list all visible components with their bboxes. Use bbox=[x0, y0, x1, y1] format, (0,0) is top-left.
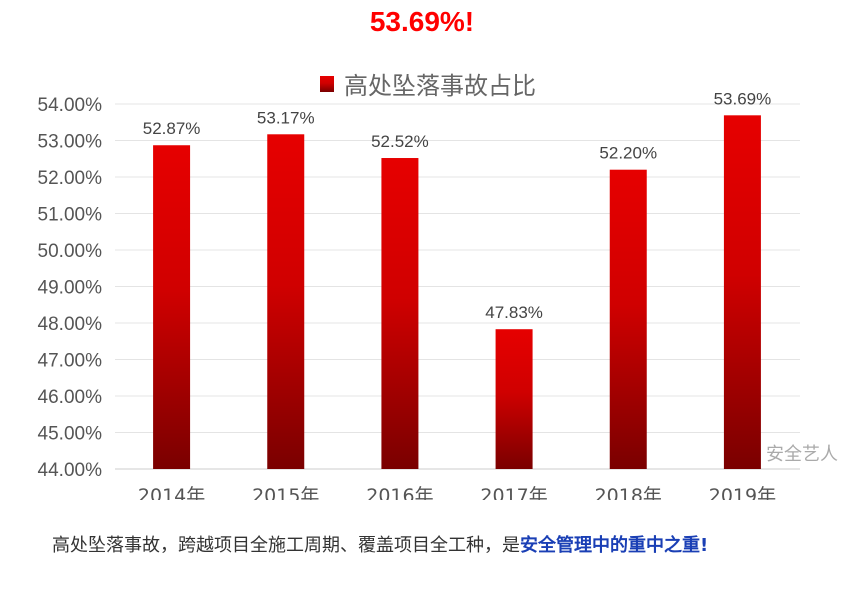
caption-text: 高处坠落事故，跨越项目全施工周期、覆盖项目全工种，是 bbox=[52, 535, 520, 556]
y-tick-label: 51.00% bbox=[38, 205, 103, 226]
legend-label: 高处坠落事故占比 bbox=[344, 72, 536, 100]
data-label: 52.87% bbox=[143, 119, 201, 138]
y-tick-label: 46.00% bbox=[38, 387, 103, 408]
watermark: 安全艺人 bbox=[766, 444, 838, 465]
bar bbox=[609, 169, 647, 469]
data-label: 53.69% bbox=[714, 89, 772, 108]
y-tick-label: 47.00% bbox=[38, 351, 103, 372]
y-tick-label: 45.00% bbox=[38, 424, 103, 445]
bar-chart: 44.00% 45.00% 46.00% 47.00% 48.00% 49.00% 50.0… bbox=[38, 72, 838, 500]
bar bbox=[723, 115, 761, 469]
y-tick-label: 44.00% bbox=[38, 460, 103, 481]
data-label: 52.52% bbox=[371, 132, 429, 151]
caption-highlight: 安全管理中的重中之重! bbox=[520, 535, 709, 556]
bar bbox=[267, 134, 305, 470]
x-tick-label: 2015年 bbox=[252, 485, 319, 500]
x-tick-label: 2014年 bbox=[138, 485, 205, 500]
bar bbox=[495, 329, 533, 469]
bar bbox=[381, 158, 419, 469]
y-tick-label: 48.00% bbox=[38, 314, 103, 335]
y-tick-label: 54.00% bbox=[38, 95, 103, 116]
y-tick-label: 52.00% bbox=[38, 168, 103, 189]
y-tick-label: 49.00% bbox=[38, 278, 103, 299]
data-label: 47.83% bbox=[485, 303, 543, 322]
x-tick-label: 2019年 bbox=[709, 485, 776, 500]
y-tick-label: 53.00% bbox=[38, 132, 103, 153]
caption: 高处坠落事故，跨越项目全施工周期、覆盖项目全工种，是安全管理中的重中之重! bbox=[12, 530, 812, 562]
y-tick-label: 50.00% bbox=[38, 241, 103, 262]
x-tick-label: 2017年 bbox=[480, 485, 547, 500]
x-tick-label: 2016年 bbox=[366, 485, 433, 500]
x-tick-label: 2018年 bbox=[595, 485, 662, 500]
bar bbox=[153, 145, 191, 469]
data-label: 52.20% bbox=[599, 144, 657, 163]
headline: 53.69%! bbox=[369, 6, 475, 37]
legend-swatch bbox=[320, 76, 334, 92]
data-label: 53.17% bbox=[257, 108, 315, 127]
